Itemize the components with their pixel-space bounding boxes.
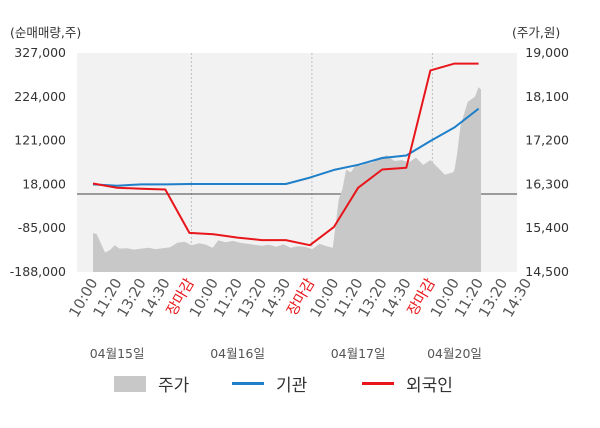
- legend-label-주가: 주가: [158, 376, 190, 396]
- legend-swatch-외국인: [362, 382, 394, 385]
- right-tick-label: 16,300: [525, 176, 569, 191]
- date-labels: 04월15일 04월16일 04월17일 04월20일: [90, 346, 482, 361]
- date-label: 04월16일: [210, 346, 265, 361]
- right-tick-label: 19,000: [525, 45, 569, 60]
- date-label: 04월15일: [90, 346, 145, 361]
- series-line-기관: [92, 107, 480, 187]
- right-tick-label: 17,200: [525, 133, 569, 148]
- series-line-외국인: [92, 62, 479, 247]
- right-tick-label: 15,400: [525, 220, 569, 235]
- left-tick-label: 224,000: [14, 89, 66, 104]
- plot-area-group: [77, 53, 517, 272]
- date-label: 04월17일: [331, 346, 386, 361]
- legend: 주가 기관 외국인: [114, 376, 453, 396]
- right-axis-ticks: 19,000 18,100 17,200 16,300 15,400 14,500: [525, 45, 569, 279]
- right-tick-label: 18,100: [525, 89, 569, 104]
- left-tick-label: 18,000: [22, 176, 66, 191]
- left-tick-label: 327,000: [14, 45, 66, 60]
- x-axis-ticks: 10:0011:2013:2014:30장마감10:0011:2013:2014…: [67, 276, 536, 321]
- legend-label-외국인: 외국인: [406, 376, 453, 396]
- legend-swatch-기관: [232, 382, 264, 385]
- series-area-주가: [93, 87, 481, 272]
- left-tick-label: -85,000: [18, 220, 66, 235]
- left-tick-label: 121,000: [14, 133, 66, 148]
- left-tick-label: -188,000: [10, 264, 66, 279]
- right-axis-unit: (주가,원): [512, 25, 560, 40]
- right-tick-label: 14,500: [525, 264, 569, 279]
- legend-label-기관: 기관: [276, 376, 307, 396]
- left-axis-unit: (순매매량,주): [10, 25, 81, 40]
- legend-swatch-주가: [114, 376, 146, 392]
- date-label: 04월20일: [427, 346, 482, 361]
- left-axis-ticks: 327,000 224,000 121,000 18,000 -85,000 -188,0…: [10, 45, 66, 279]
- series-lines: [92, 62, 480, 247]
